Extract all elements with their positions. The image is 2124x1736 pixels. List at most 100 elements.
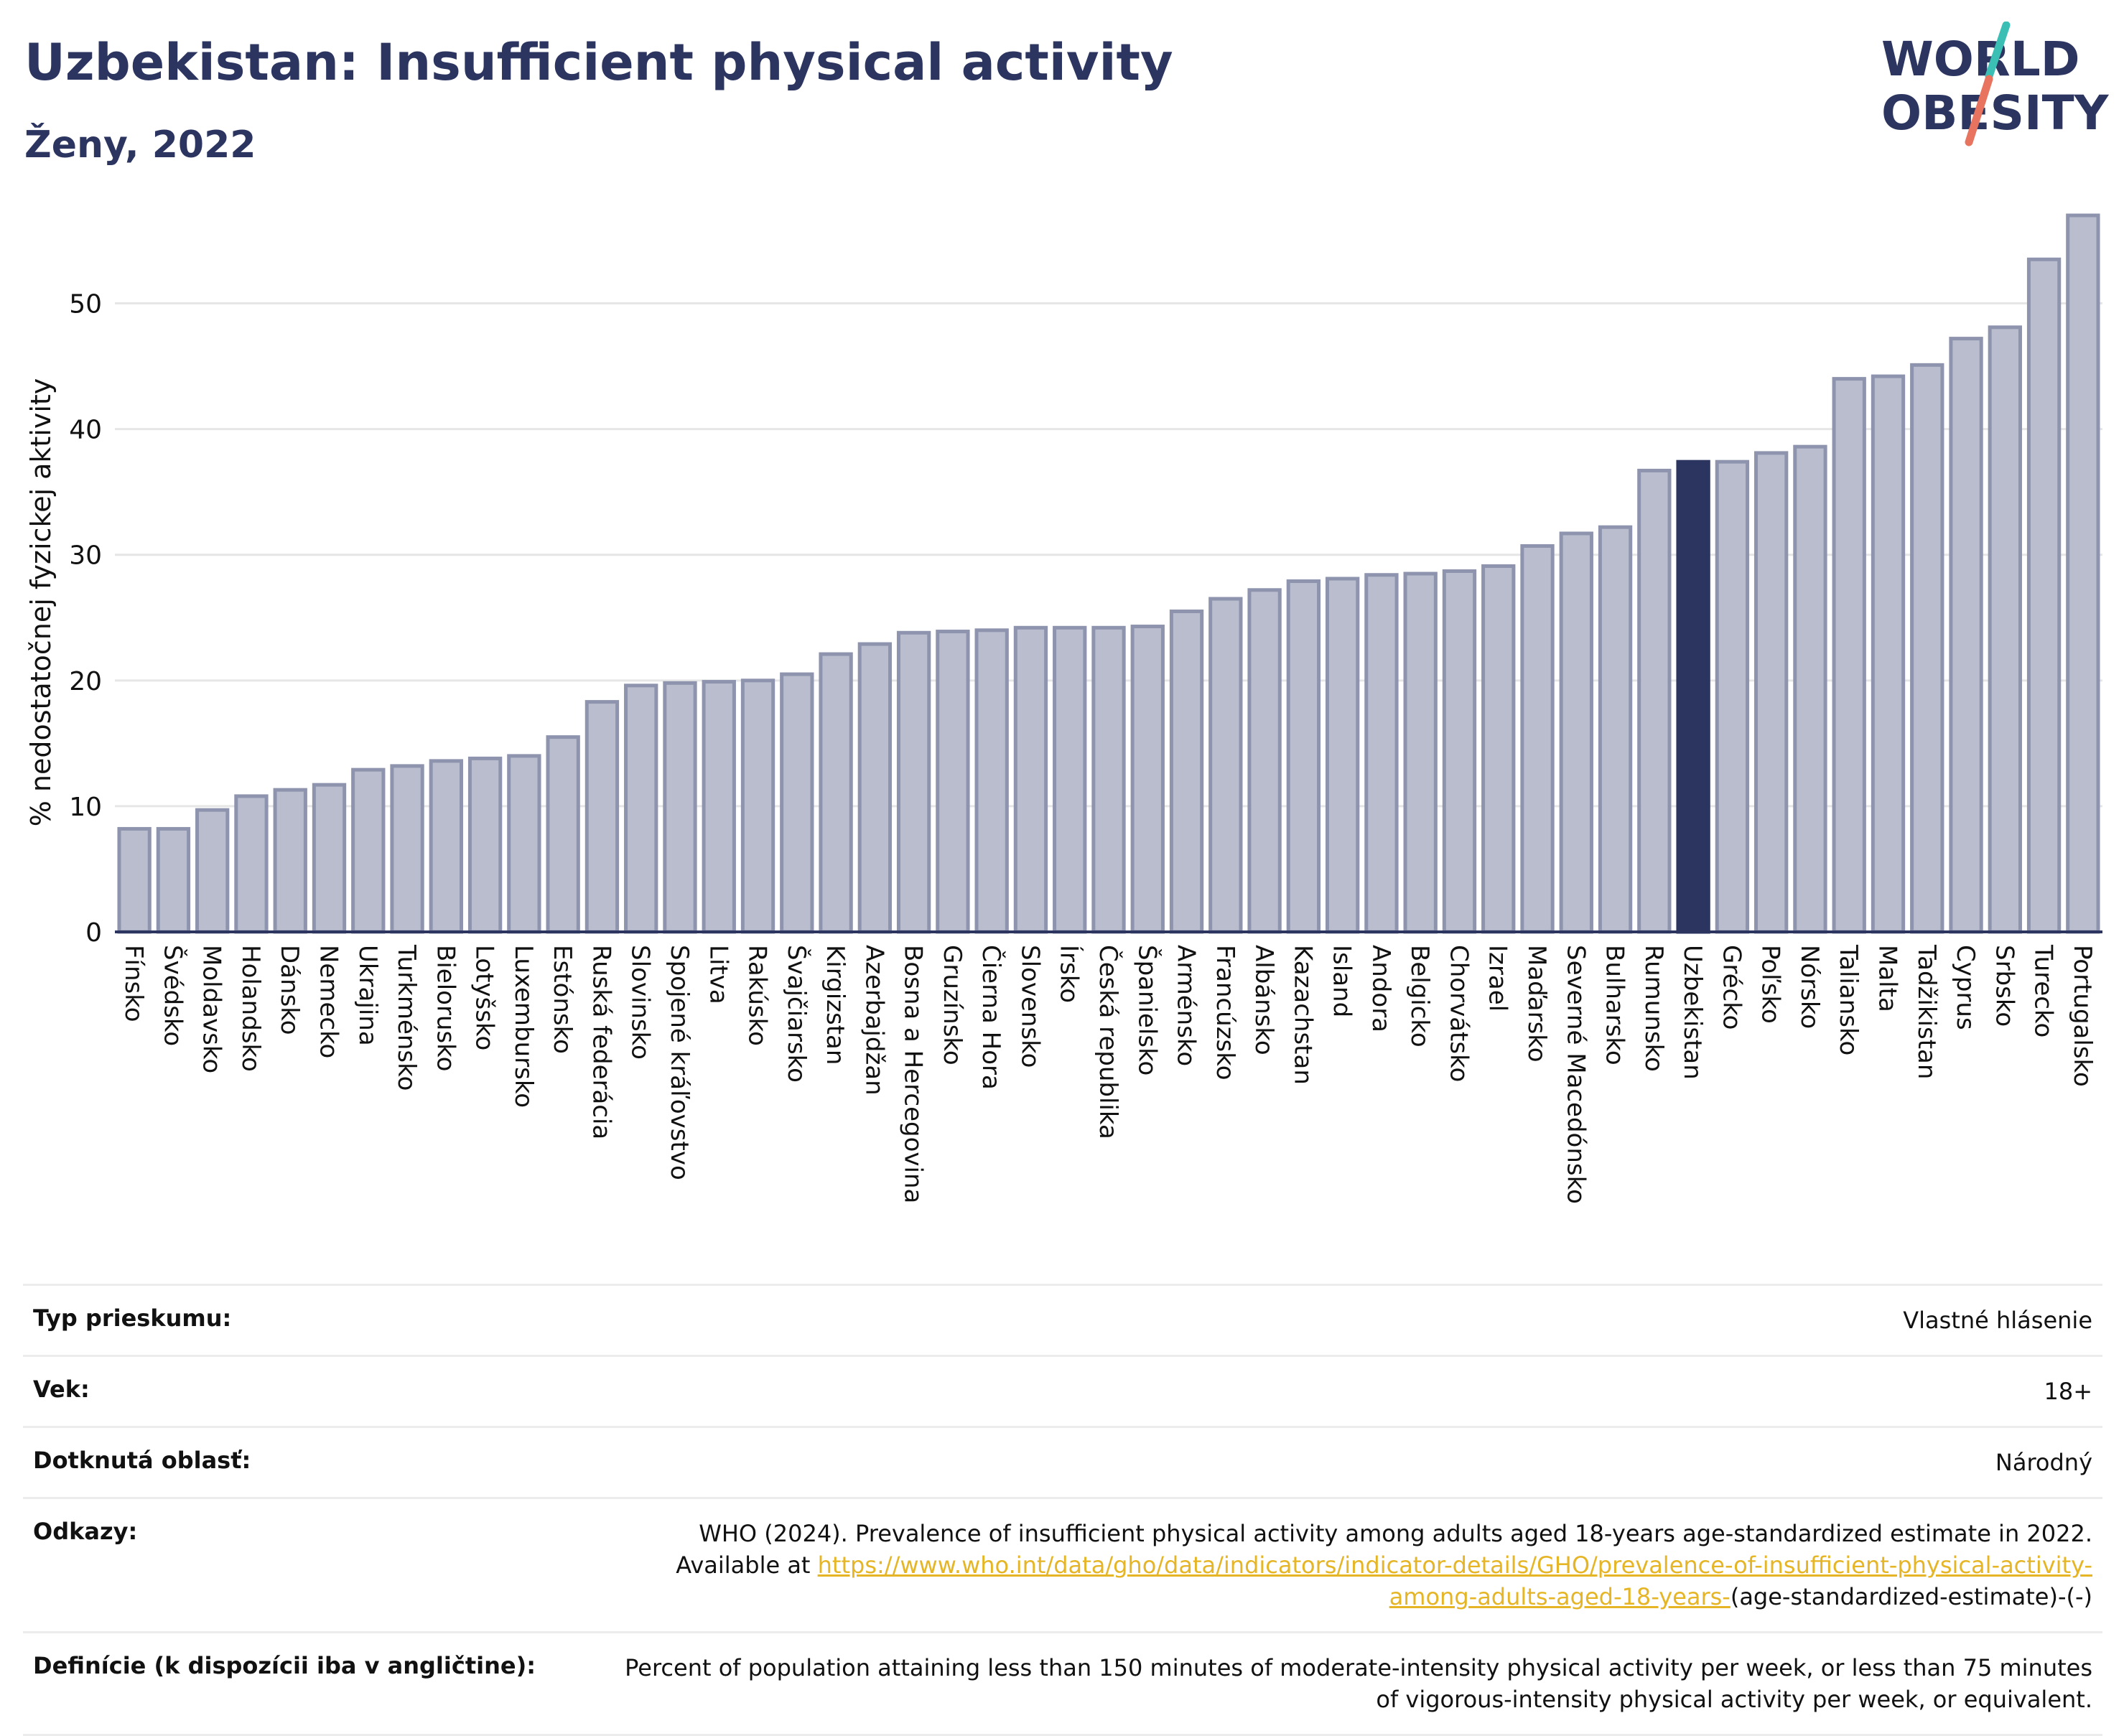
- bar: [740, 678, 775, 934]
- x-tick-label: Nemecko: [315, 945, 343, 1058]
- x-tick-label: Ukrajina: [353, 945, 382, 1046]
- bar: [1598, 525, 1633, 934]
- meta-row-area: Dotknutá oblasť: Národný: [23, 1426, 2102, 1498]
- x-tick-label: Albánsko: [1249, 945, 1278, 1055]
- bar: [1013, 625, 1048, 934]
- x-tick-label: Gruzínsko: [938, 945, 966, 1065]
- meta-label: Odkazy:: [23, 1497, 603, 1633]
- x-tick-label: Luxembursko: [509, 945, 538, 1108]
- bar: [467, 756, 503, 934]
- logo-slash-bottom: [1965, 75, 1993, 146]
- bar: [1403, 571, 1438, 934]
- world-obesity-logo: WORLD OBESITY: [1881, 22, 2110, 146]
- bar: [1793, 444, 1827, 934]
- x-tick-label: Írsko: [1055, 945, 1084, 1003]
- bar: [1091, 625, 1126, 934]
- x-tick-label: Bulharsko: [1601, 945, 1629, 1065]
- x-tick-label: Portugalsko: [2068, 945, 2097, 1087]
- bar: [780, 672, 814, 934]
- reference-text: WHO (2024). Prevalence of insufficient p…: [676, 1520, 2092, 1579]
- bar: [117, 826, 152, 934]
- x-tick-label: Chorvátsko: [1444, 945, 1473, 1082]
- bar: [1325, 577, 1360, 934]
- bar: [1130, 625, 1165, 934]
- x-tick-label: Maďarsko: [1522, 945, 1551, 1063]
- x-tick-label: Španielsko: [1132, 945, 1162, 1075]
- x-tick-label: Rakúsko: [743, 945, 772, 1046]
- bar: [1753, 451, 1789, 934]
- x-tick-label: Cyprus: [1951, 945, 1980, 1030]
- y-tick-label: 10: [69, 793, 102, 822]
- y-tick-label: 30: [69, 541, 102, 571]
- page-title: Uzbekistan: Insufficient physical activi…: [24, 33, 1173, 92]
- reference-suffix: (age-standardized-estimate)-(-): [1730, 1583, 2092, 1610]
- x-tick-label: Rumunsko: [1639, 945, 1668, 1072]
- bar: [234, 794, 269, 934]
- meta-label: Definície (k dispozícii iba v angličtine…: [23, 1631, 603, 1736]
- x-tick-label: Litva: [704, 945, 732, 1004]
- x-tick-label: Izrael: [1483, 945, 1512, 1012]
- x-tick-label: Azerbajdžan: [860, 945, 888, 1096]
- bar: [273, 788, 307, 934]
- x-tick-label: Grécko: [1717, 945, 1746, 1030]
- bar: [156, 826, 191, 934]
- bar: [1910, 363, 1944, 934]
- x-tick-label: Belgicko: [1405, 945, 1434, 1047]
- x-tick-label: Kirgizstan: [821, 945, 849, 1065]
- x-tick-label: Holandsko: [236, 945, 265, 1072]
- x-tick-label: Srbsko: [1990, 945, 2018, 1027]
- meta-value: Národný: [603, 1426, 2102, 1498]
- bar: [1053, 625, 1087, 934]
- x-tick-label: Severné Macedónsko: [1561, 945, 1590, 1204]
- x-tick-label: Malta: [1873, 945, 1901, 1012]
- meta-value: 18+: [603, 1355, 2102, 1427]
- bar: [1481, 564, 1516, 934]
- meta-table: Typ prieskumu: Vlastné hlásenie Vek: 18+…: [23, 1284, 2102, 1736]
- bar: [702, 680, 736, 934]
- x-tick-label: Poľsko: [1756, 945, 1785, 1024]
- x-tick-label: Slovinsko: [626, 945, 655, 1060]
- bar: [1520, 543, 1555, 934]
- bar: [1247, 588, 1282, 934]
- bar: [819, 652, 853, 934]
- x-tick-label: Bosna a Hercegovina: [899, 945, 928, 1203]
- bar: [1871, 374, 1906, 934]
- y-tick-label: 20: [69, 667, 102, 696]
- x-tick-label: Nórsko: [1795, 945, 1824, 1029]
- bar: [584, 700, 620, 934]
- bar: [1949, 337, 1983, 934]
- bar-chart: 0 10 20 30 40 50 % nedostatočnej fyzickej akti…: [25, 213, 2102, 1204]
- bar: [857, 642, 893, 934]
- bar: [429, 759, 464, 934]
- meta-label: Typ prieskumu:: [23, 1284, 603, 1356]
- x-tick-label: Bielorusko: [431, 945, 460, 1071]
- x-tick-label: Arménsko: [1172, 945, 1201, 1066]
- y-tick-label: 50: [69, 290, 102, 319]
- x-tick-label: Kazachstan: [1288, 945, 1317, 1085]
- bar-highlighted: [1676, 459, 1710, 934]
- meta-value: Vlastné hlásenie: [603, 1284, 2102, 1356]
- bar: [2066, 213, 2100, 934]
- meta-row-age: Vek: 18+: [23, 1355, 2102, 1427]
- bar: [1715, 459, 1750, 934]
- meta-row-survey: Typ prieskumu: Vlastné hlásenie: [23, 1284, 2102, 1356]
- logo-line2: OBESITY: [1881, 85, 2110, 141]
- logo-line1: WORLD: [1881, 32, 2080, 87]
- x-tick-label: Fínsko: [119, 945, 148, 1022]
- x-tick-label: Slovensko: [1015, 945, 1044, 1068]
- x-tick-label: Taliansko: [1834, 944, 1863, 1055]
- x-tick-label: Turkménsko: [392, 944, 421, 1091]
- bar: [1364, 573, 1399, 934]
- x-tick-label: Estónsko: [548, 945, 577, 1054]
- meta-value: WHO (2024). Prevalence of insufficient p…: [603, 1497, 2102, 1633]
- bar: [195, 808, 230, 934]
- x-tick-label: Tadžikistan: [1912, 944, 1941, 1079]
- x-tick-label: Uzbekistan: [1678, 945, 1707, 1080]
- bar: [1208, 597, 1243, 934]
- x-tick-label: Moldavsko: [197, 945, 226, 1073]
- bar: [312, 783, 347, 934]
- meta-label: Dotknutá oblasť:: [23, 1426, 603, 1498]
- x-tick-label: Spojené kráľovstvo: [665, 945, 694, 1180]
- reference-link[interactable]: https://www.who.int/data/gho/data/indica…: [817, 1551, 2092, 1610]
- x-tick-label: Dánsko: [275, 945, 304, 1035]
